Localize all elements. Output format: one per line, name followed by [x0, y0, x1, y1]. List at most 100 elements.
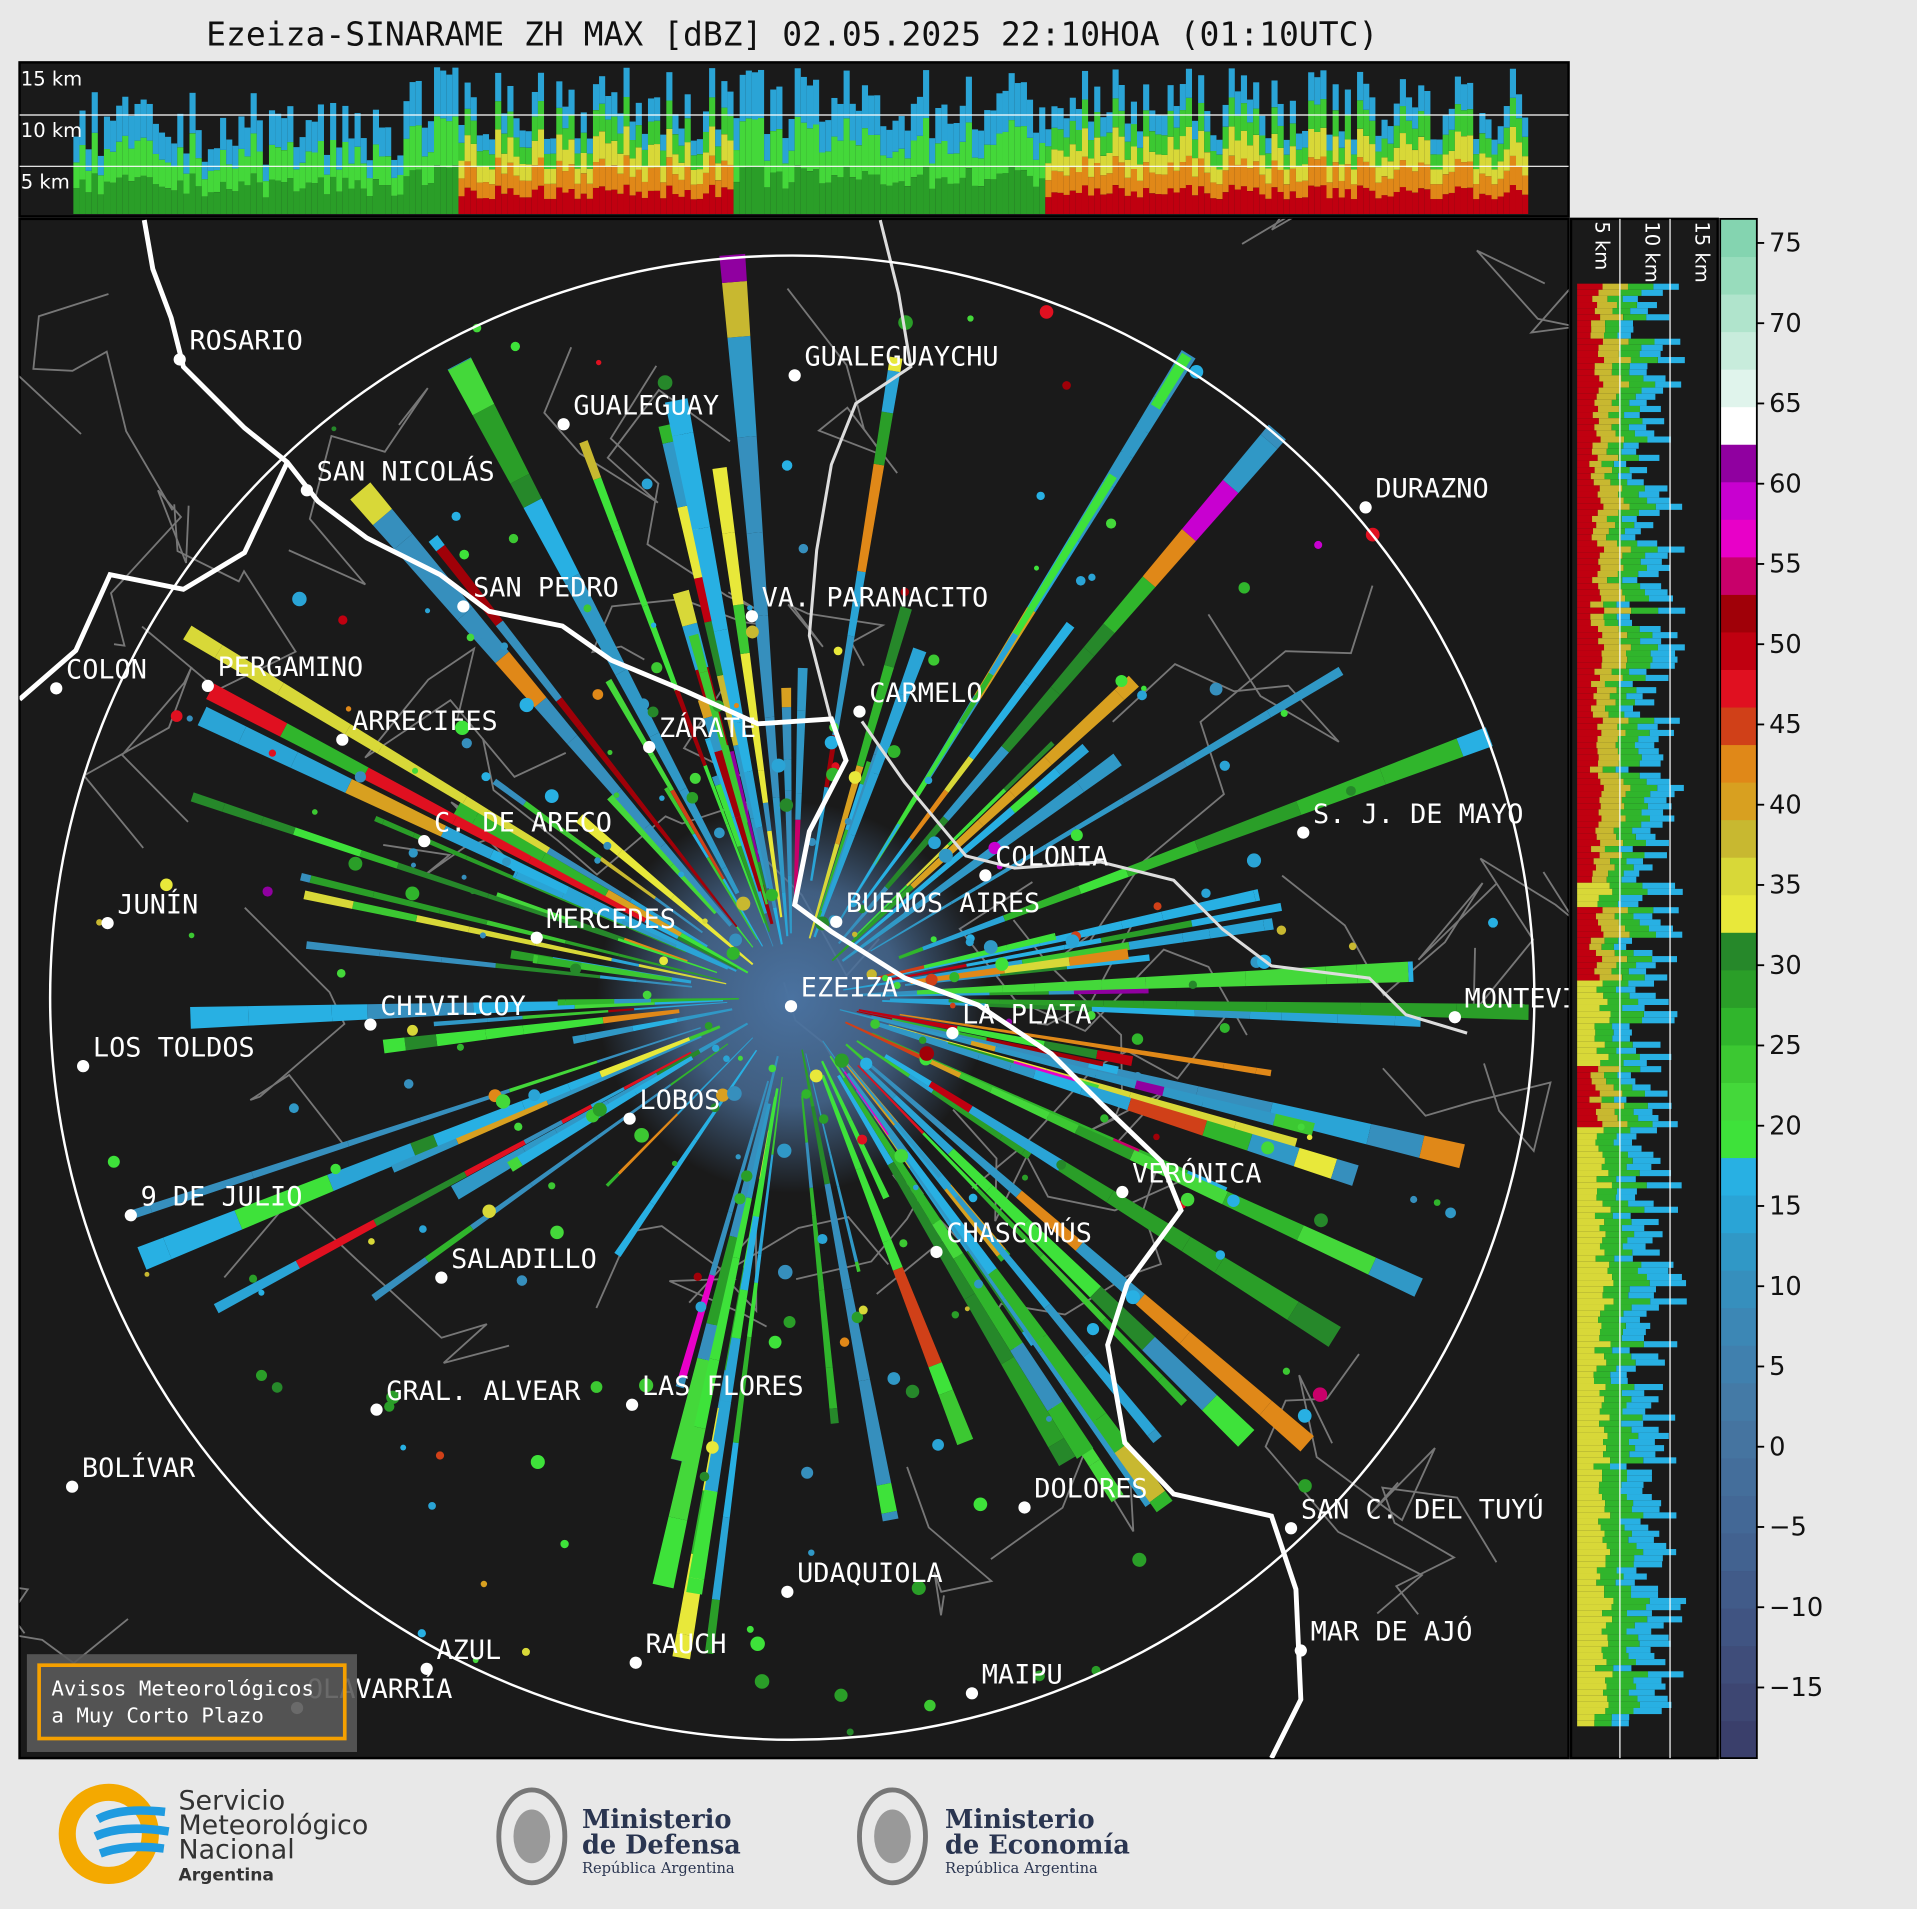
profile-cell: [1387, 143, 1394, 162]
radar-speck: [928, 654, 940, 666]
profile-cell: [1473, 198, 1480, 214]
profile-cell: [1635, 393, 1656, 400]
profile-cell: [1639, 919, 1661, 926]
profile-cell: [476, 198, 483, 214]
radar-speck: [870, 1019, 880, 1029]
profile-cell: [360, 188, 367, 214]
profile-cell: [1081, 156, 1089, 186]
radar-echo: [721, 866, 740, 895]
profile-cell: [702, 111, 710, 132]
radar-echo: [649, 754, 675, 792]
badge-frame[interactable]: [37, 1663, 347, 1741]
profile-cell: [415, 125, 422, 170]
profile-cell: [1591, 681, 1605, 688]
profile-cell: [1594, 369, 1612, 376]
radar-echo: [1074, 1125, 1135, 1160]
profile-cell: [1577, 1041, 1605, 1048]
profile-cell: [1639, 1701, 1672, 1708]
profile-cell: [1216, 169, 1223, 185]
badge-text[interactable]: Avisos Meteorológicos: [51, 1677, 314, 1701]
profile-cell: [1167, 188, 1174, 214]
profile-cell: [1577, 956, 1603, 963]
radar-speck: [848, 771, 862, 784]
profile-cell: [1485, 176, 1492, 196]
radar-echo: [1222, 1191, 1304, 1241]
profile-cell: [1623, 839, 1647, 847]
profile-cell: [819, 121, 826, 153]
profile-cell: [1253, 135, 1260, 162]
badge-text[interactable]: a Muy Corto Plazo: [51, 1704, 264, 1728]
radar-echo: [793, 819, 801, 895]
profile-cell: [1069, 167, 1076, 191]
profile-cell: [1617, 901, 1639, 908]
profile-cell: [1594, 308, 1613, 315]
radar-echo: [534, 697, 578, 744]
profile-cell: [861, 128, 869, 172]
profile-cell: [1621, 1481, 1644, 1488]
profile-cell: [1614, 913, 1634, 920]
radar-speck: [482, 1204, 496, 1218]
radar-echo: [697, 697, 713, 719]
profile-cell: [886, 185, 893, 214]
radar-echo: [697, 1323, 718, 1361]
radar-echo: [781, 892, 789, 937]
profile-cell: [85, 170, 92, 193]
profile-cell: [1658, 607, 1686, 614]
radar-speck: [1039, 305, 1054, 319]
profile-cell: [1381, 138, 1388, 158]
profile-cell: [751, 72, 758, 120]
profile-cell: [1155, 194, 1162, 214]
profile-cell: [1621, 1335, 1644, 1342]
profile-cell: [1069, 120, 1076, 145]
radar-speck: [858, 1305, 868, 1315]
profile-cell: [990, 179, 997, 214]
profile-cell: [1332, 110, 1339, 137]
profile-cell: [1614, 864, 1634, 871]
border: [1281, 874, 1497, 997]
profile-cell: [1577, 589, 1600, 596]
profile-cell: [715, 163, 722, 181]
profile-cell: [195, 130, 202, 159]
profile-cell: [1577, 1616, 1613, 1623]
profile-cell: [256, 151, 263, 183]
profile-cell: [317, 104, 324, 141]
warning-badge[interactable]: Avisos Meteorológicos a Muy Corto Plazo: [26, 1654, 357, 1752]
profile-cell: [880, 126, 887, 156]
radar-speck: [726, 946, 740, 960]
border: [482, 738, 753, 876]
profile-cell: [507, 111, 514, 138]
profile-cell: [1149, 172, 1156, 194]
radar-echo: [1043, 1041, 1098, 1059]
profile-cell: [1418, 85, 1425, 112]
city-dot: [201, 679, 214, 693]
profile-cell: [1612, 1347, 1630, 1354]
height-label: 5 km: [1590, 221, 1613, 270]
radar-echo: [719, 253, 747, 283]
radar-echo: [487, 893, 520, 909]
profile-cell: [1577, 1707, 1606, 1715]
profile-cell: [1622, 974, 1645, 981]
profile-cell: [1657, 546, 1685, 553]
profile-cell: [1612, 1023, 1630, 1030]
profile-cell: [1577, 1139, 1596, 1146]
radar-echo: [1162, 1087, 1205, 1107]
profile-cell: [1387, 161, 1394, 179]
radar-echo: [487, 1015, 523, 1022]
profile-cell: [1136, 197, 1144, 214]
radar-echo: [374, 815, 385, 825]
profile-cell: [1596, 1133, 1617, 1140]
profile-cell: [1592, 295, 1608, 303]
profile-cell: [1387, 126, 1394, 144]
profile-cell: [709, 155, 716, 185]
profile-cell: [1454, 131, 1461, 159]
radar-speck: [851, 931, 858, 938]
profile-cell: [1216, 139, 1223, 155]
profile-cell: [1479, 153, 1486, 174]
profile-cell: [1616, 1047, 1637, 1054]
radar-echo: [729, 1172, 752, 1238]
profile-cell: [1228, 97, 1235, 127]
profile-cell: [1081, 70, 1089, 100]
radar-echo: [879, 1103, 942, 1179]
profile-cell: [1604, 1530, 1632, 1537]
profile-cell: [1075, 151, 1082, 173]
